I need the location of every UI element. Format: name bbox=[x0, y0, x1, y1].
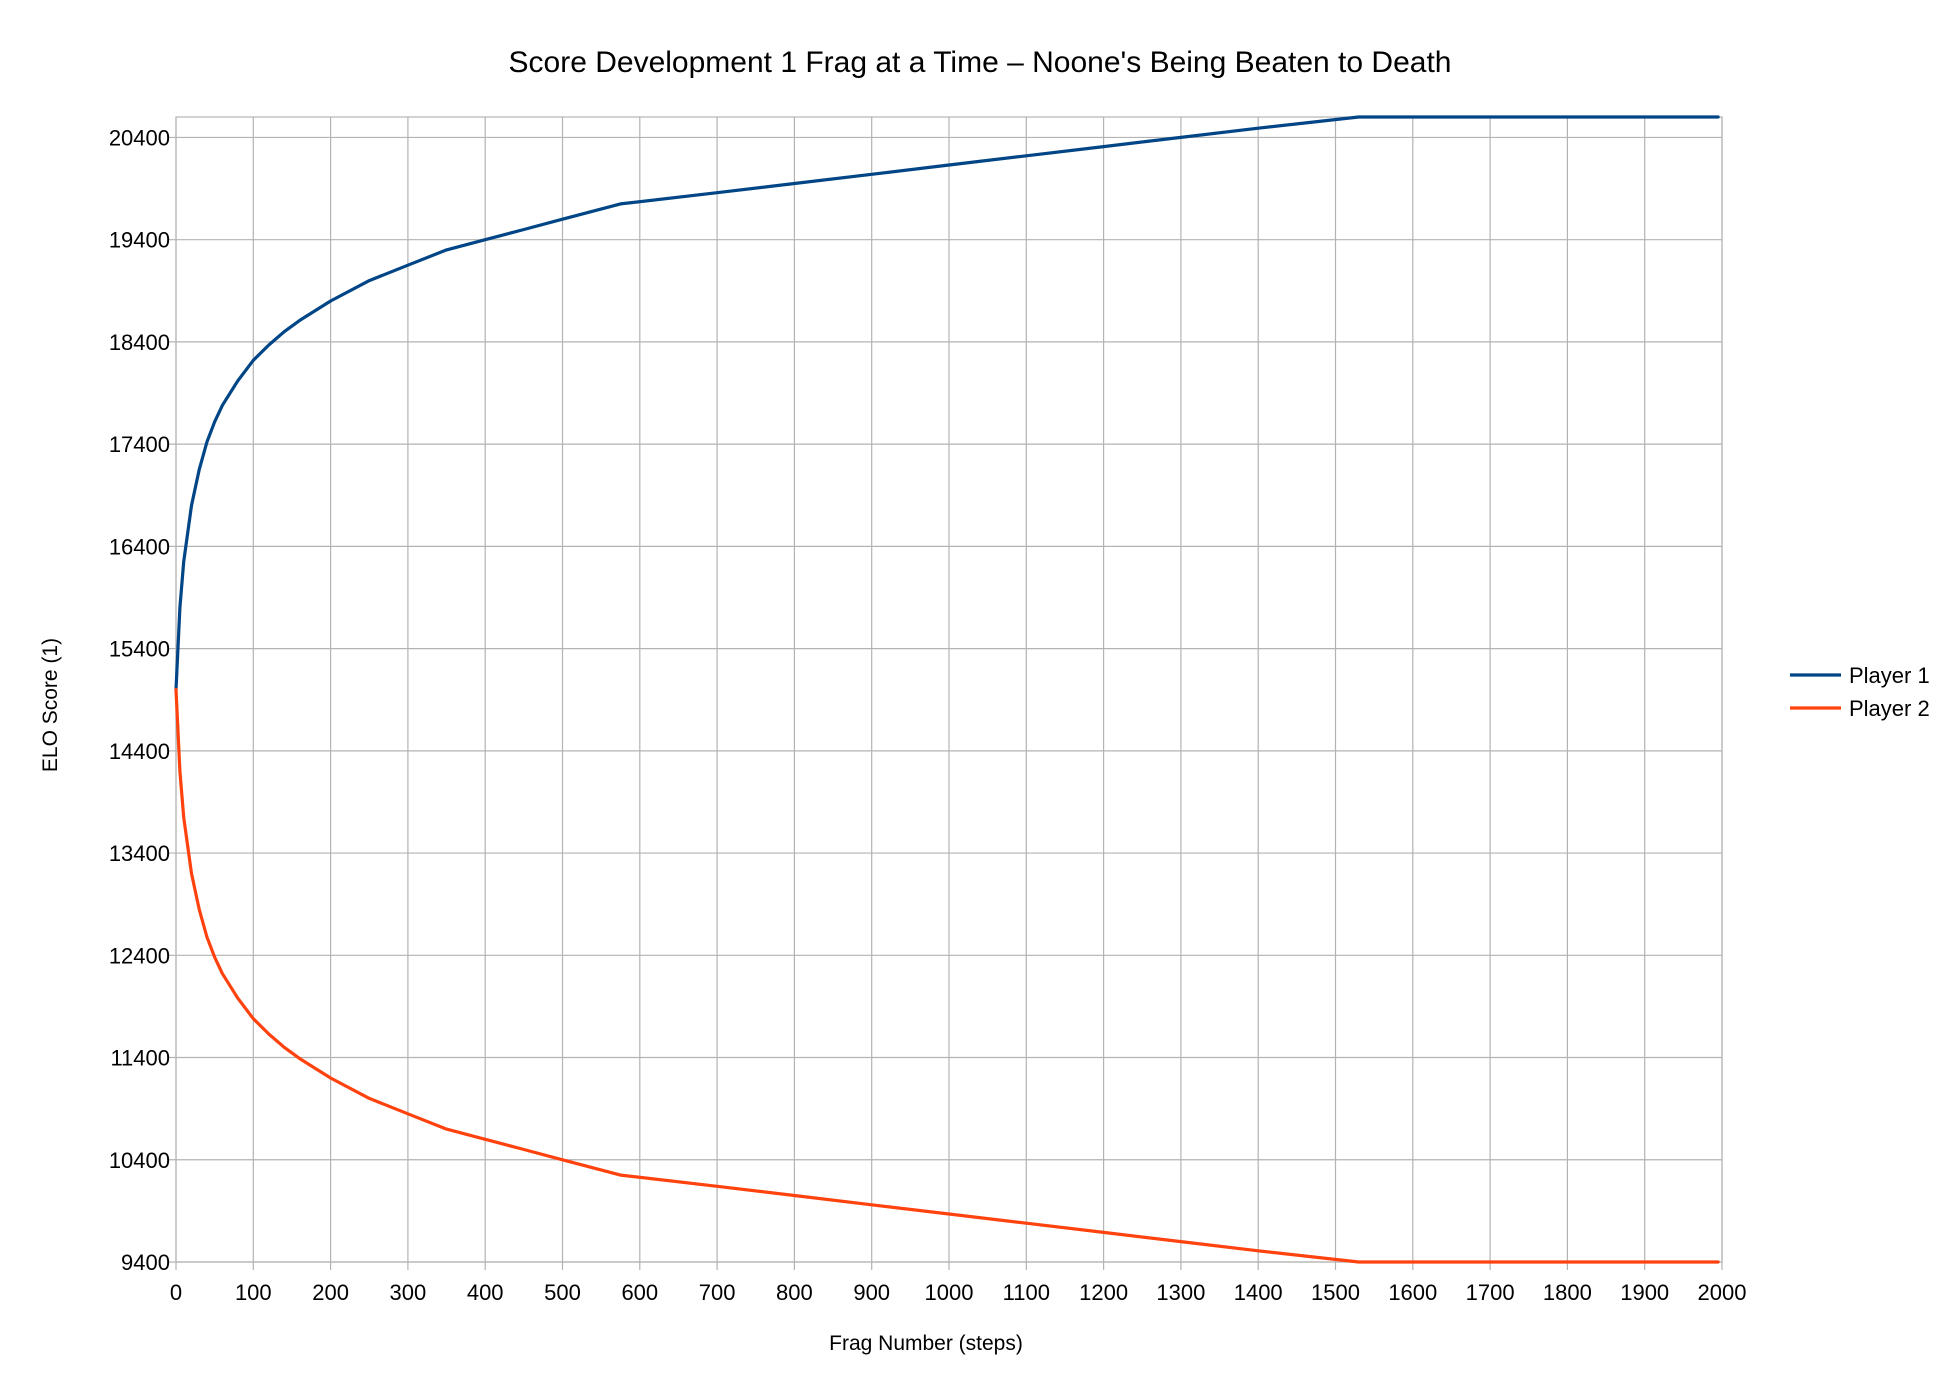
x-tick-label: 600 bbox=[621, 1280, 658, 1305]
x-tick-label: 400 bbox=[467, 1280, 504, 1305]
series-lines bbox=[174, 115, 1720, 1264]
x-axis-title: Frag Number (steps) bbox=[829, 1332, 1023, 1355]
x-tick-label: 1600 bbox=[1388, 1280, 1437, 1305]
x-tick-label: 500 bbox=[544, 1280, 581, 1305]
legend-label-2: Player 2 bbox=[1849, 696, 1930, 721]
y-tick-label: 14400 bbox=[109, 739, 170, 764]
x-tick-label: 200 bbox=[312, 1280, 349, 1305]
y-tick-label: 19400 bbox=[109, 228, 170, 253]
y-axis-title: ELO Score (1) bbox=[39, 638, 62, 772]
x-tick-label: 1500 bbox=[1311, 1280, 1360, 1305]
y-tick-label: 10400 bbox=[109, 1148, 170, 1173]
grid-lines bbox=[168, 116, 1723, 1270]
series-line-2 bbox=[174, 687, 1720, 1264]
x-axis-tick-labels: 0 100 200 300 400 500 600 700 800 900 1000 1100 1200… bbox=[170, 1280, 1747, 1305]
x-tick-label: 700 bbox=[699, 1280, 736, 1305]
y-tick-label: 17400 bbox=[109, 432, 170, 457]
x-tick-label: 1100 bbox=[1003, 1280, 1050, 1305]
legend: Player 1 Player 2 bbox=[1790, 663, 1930, 721]
x-tick-label: 1700 bbox=[1466, 1280, 1515, 1305]
y-tick-label: 18400 bbox=[109, 330, 170, 355]
y-tick-label: 11400 bbox=[110, 1046, 170, 1071]
x-tick-label: 800 bbox=[776, 1280, 813, 1305]
x-tick-label: 1400 bbox=[1234, 1280, 1283, 1305]
x-tick-label: 0 bbox=[170, 1280, 182, 1305]
y-tick-label: 13400 bbox=[109, 841, 170, 866]
y-tick-label: 15400 bbox=[109, 637, 170, 662]
x-tick-label: 900 bbox=[853, 1280, 890, 1305]
x-tick-label: 300 bbox=[390, 1280, 427, 1305]
x-tick-label: 100 bbox=[235, 1280, 272, 1305]
x-tick-label: 1900 bbox=[1620, 1280, 1669, 1305]
y-tick-label: 12400 bbox=[109, 943, 170, 968]
y-axis-tick-labels: 9400 10400 11400 12400 13400 14400 15400 16400 1… bbox=[109, 125, 170, 1275]
x-tick-label: 1300 bbox=[1156, 1280, 1205, 1305]
y-tick-label: 20400 bbox=[109, 125, 170, 150]
x-tick-label: 1200 bbox=[1079, 1280, 1128, 1305]
y-tick-label: 9400 bbox=[121, 1250, 170, 1275]
x-tick-label: 1000 bbox=[925, 1280, 974, 1305]
x-tick-label: 1800 bbox=[1543, 1280, 1592, 1305]
x-tick-label: 2000 bbox=[1698, 1280, 1747, 1305]
legend-label-1: Player 1 bbox=[1849, 663, 1930, 688]
chart-title: Score Development 1 Frag at a Time – Noo… bbox=[509, 46, 1452, 79]
series-line-1 bbox=[174, 115, 1720, 692]
y-tick-label: 16400 bbox=[109, 534, 170, 559]
